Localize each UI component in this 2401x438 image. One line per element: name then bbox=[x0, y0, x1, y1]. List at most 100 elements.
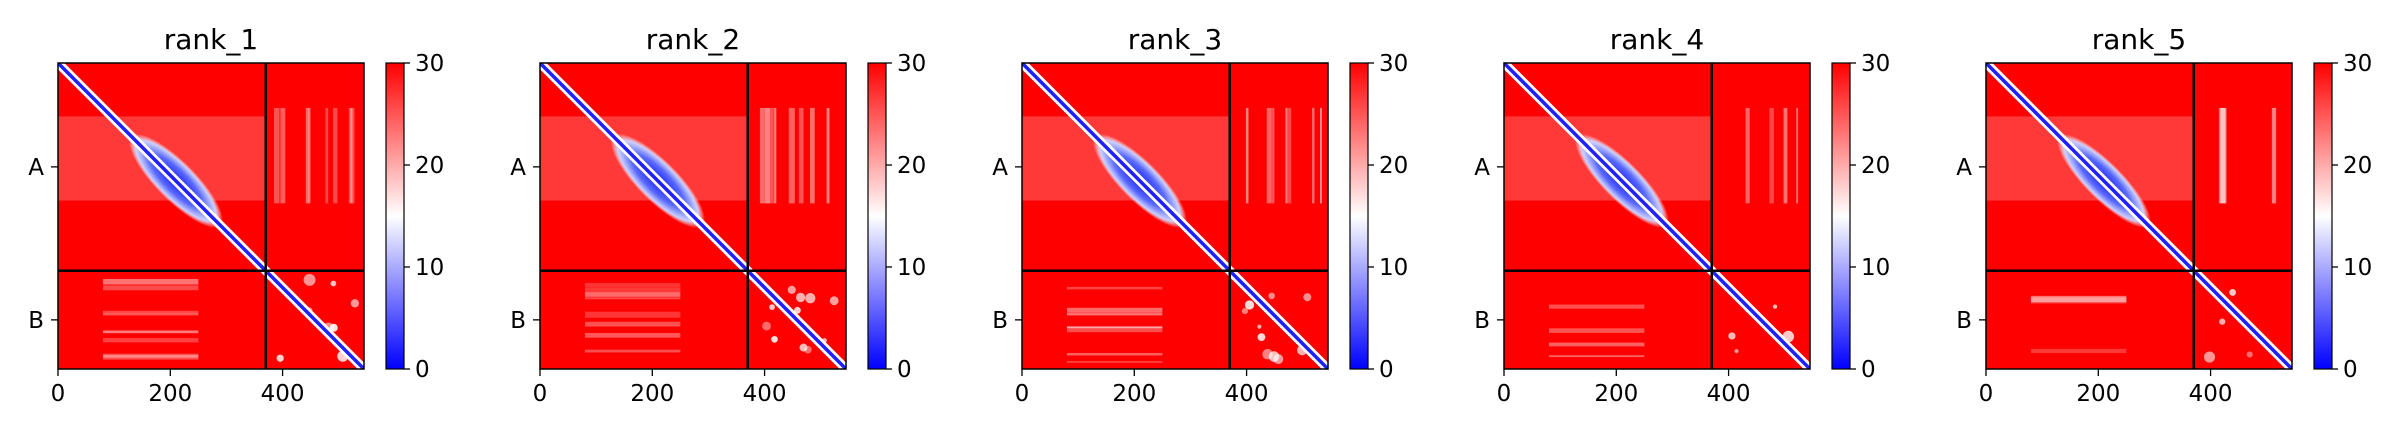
inter-chain-patch bbox=[1311, 107, 1315, 204]
colorbar-tick-label: 30 bbox=[1379, 51, 1408, 77]
colorbar bbox=[385, 62, 405, 370]
plot-frame bbox=[539, 62, 847, 370]
inter-chain-patch bbox=[584, 349, 681, 353]
diagonal-line bbox=[540, 63, 846, 369]
inter-chain-patch bbox=[788, 107, 795, 204]
bb-speckle bbox=[276, 354, 284, 362]
inter-chain-patch bbox=[2030, 297, 2127, 304]
colorbar bbox=[1831, 62, 1851, 370]
colorbar-tick-label: 0 bbox=[1379, 357, 1394, 383]
inter-chain-patch bbox=[1066, 286, 1163, 290]
bb-speckle bbox=[1241, 308, 1248, 315]
inter-chain-patch bbox=[798, 107, 804, 204]
bb-speckle bbox=[1244, 300, 1255, 310]
inter-chain-patch bbox=[2218, 107, 2226, 204]
colorbar-tick-label: 20 bbox=[1379, 153, 1408, 179]
plot-frame bbox=[57, 62, 365, 370]
inter-chain-patch bbox=[280, 107, 286, 204]
bb-speckle bbox=[1268, 292, 1275, 300]
bb-speckle bbox=[799, 343, 808, 352]
bb-speckle bbox=[829, 296, 839, 306]
bb-speckle bbox=[1262, 348, 1273, 360]
x-tick-label: 0 bbox=[1015, 381, 1030, 407]
diagonal-line bbox=[58, 63, 364, 369]
inter-chain-patch bbox=[584, 297, 681, 300]
bb-speckle bbox=[769, 304, 775, 310]
inter-chain-patch bbox=[759, 107, 765, 204]
bb-speckle bbox=[795, 292, 806, 303]
inter-chain-patch bbox=[2271, 107, 2277, 204]
x-tick-label: 200 bbox=[630, 381, 674, 407]
x-tick-label: 400 bbox=[2189, 381, 2233, 407]
bb-speckle bbox=[2229, 288, 2237, 296]
colorbar bbox=[867, 62, 887, 370]
diagonal-line bbox=[1504, 63, 1810, 369]
x-tick-label: 0 bbox=[51, 381, 66, 407]
inter-chain-patch bbox=[809, 107, 815, 204]
inter-chain-patch bbox=[1285, 107, 1292, 204]
bb-speckle bbox=[1728, 332, 1736, 340]
x-tick-label: 400 bbox=[261, 381, 305, 407]
colorbar-tick-label: 10 bbox=[1379, 255, 1408, 281]
inter-chain-patch bbox=[350, 107, 353, 204]
colorbar bbox=[2313, 62, 2333, 370]
inter-chain-patch bbox=[764, 107, 770, 204]
inter-chain-patch bbox=[584, 332, 681, 338]
bb-speckle bbox=[771, 335, 778, 343]
inter-chain-patch bbox=[769, 107, 774, 204]
x-tick-label: 200 bbox=[1594, 381, 1638, 407]
inter-chain-patch bbox=[584, 287, 681, 293]
inter-chain-patch bbox=[273, 107, 280, 204]
colorbar-tick-label: 0 bbox=[1861, 357, 1876, 383]
inter-chain-patch bbox=[102, 338, 199, 343]
inter-chain-patch bbox=[1285, 107, 1288, 204]
y-tick-label: B bbox=[28, 308, 44, 334]
inter-chain-patch bbox=[826, 107, 830, 204]
colorbar-tick-label: 20 bbox=[415, 153, 444, 179]
bb-speckle bbox=[805, 293, 816, 304]
inter-chain-patch bbox=[1769, 107, 1774, 204]
inter-chain-patch bbox=[1319, 107, 1322, 204]
y-tick-label: A bbox=[1956, 155, 1972, 181]
colorbar-tick-label: 0 bbox=[415, 357, 430, 383]
x-tick-label: 0 bbox=[1497, 381, 1512, 407]
colorbar-tick-label: 20 bbox=[897, 153, 926, 179]
bb-speckle bbox=[787, 285, 796, 294]
inter-chain-patch bbox=[2030, 348, 2127, 354]
inter-chain-patch bbox=[2220, 107, 2227, 204]
chart-title: rank_2 bbox=[646, 23, 740, 56]
x-tick-label: 0 bbox=[533, 381, 548, 407]
colorbar-tick-label: 0 bbox=[2343, 357, 2358, 383]
y-tick-label: A bbox=[28, 155, 44, 181]
inter-chain-patch bbox=[584, 292, 681, 297]
y-tick-label: B bbox=[992, 308, 1008, 334]
colorbar-tick-label: 10 bbox=[897, 255, 926, 281]
y-tick-label: A bbox=[510, 155, 526, 181]
inter-chain-patch bbox=[102, 312, 199, 316]
inter-chain-patch bbox=[1548, 355, 1645, 358]
inter-chain-patch bbox=[584, 282, 681, 288]
heatmap-panel-5: rank_5 0 200 400 A B 0 10 20 30 bbox=[1956, 23, 2372, 407]
inter-chain-patch bbox=[1266, 107, 1272, 204]
chart-title: rank_4 bbox=[1610, 23, 1704, 56]
inter-chain-patch bbox=[102, 355, 199, 358]
x-tick-label: 400 bbox=[1707, 381, 1751, 407]
colorbar bbox=[1349, 62, 1369, 370]
chart-title: rank_5 bbox=[2092, 23, 2186, 56]
inter-chain-patch bbox=[1066, 352, 1163, 356]
inter-chain-patch bbox=[102, 278, 199, 285]
inter-chain-patch bbox=[1548, 328, 1645, 333]
inter-chain-patch bbox=[333, 107, 338, 204]
colorbar-tick-label: 10 bbox=[1861, 255, 1890, 281]
inter-chain-patch bbox=[584, 311, 681, 318]
colorbar-tick-label: 30 bbox=[1861, 51, 1890, 77]
bb-speckle bbox=[2219, 318, 2226, 325]
y-tick-label: B bbox=[1474, 308, 1490, 334]
inter-chain-patch bbox=[1066, 326, 1163, 333]
inter-chain-patch bbox=[325, 107, 329, 204]
inter-chain-patch bbox=[1245, 107, 1249, 204]
y-tick-label: B bbox=[1956, 308, 1972, 334]
colorbar-tick-label: 10 bbox=[2343, 255, 2372, 281]
heatmap-panel-4: rank_4 0 200 400 A B 0 10 20 30 bbox=[1474, 23, 1890, 407]
